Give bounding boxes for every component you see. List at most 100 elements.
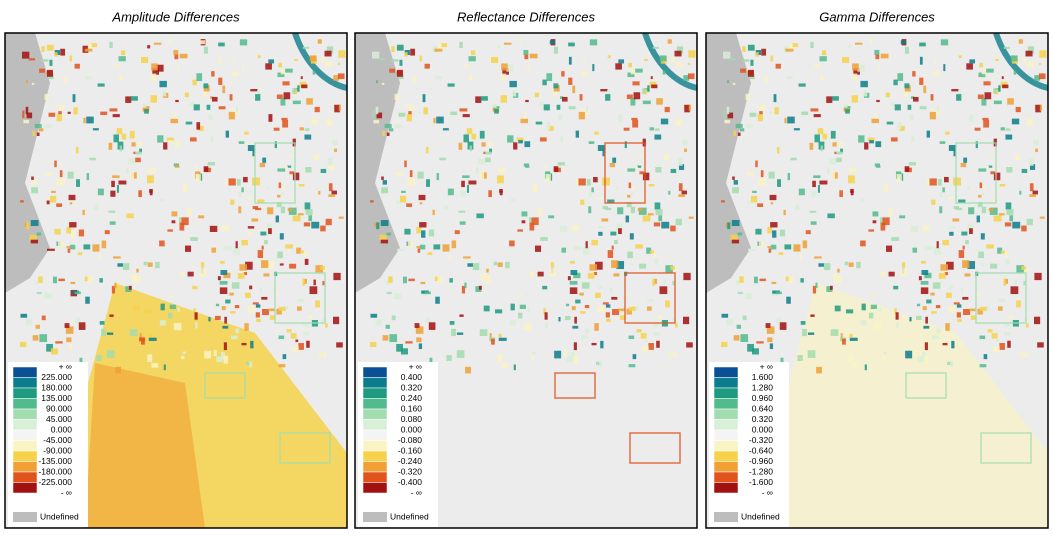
change-patch	[737, 232, 743, 236]
change-patch	[736, 324, 741, 329]
change-patch	[826, 286, 833, 292]
change-patch	[628, 335, 635, 340]
change-patch	[899, 125, 905, 131]
change-patch	[500, 73, 507, 81]
change-patch	[756, 103, 759, 108]
change-patch	[229, 107, 233, 111]
change-patch	[882, 217, 890, 226]
change-patch	[745, 293, 753, 300]
change-patch	[39, 68, 45, 73]
change-patch	[472, 263, 480, 271]
change-patch	[964, 273, 971, 277]
change-patch	[656, 340, 660, 348]
change-patch	[919, 42, 926, 47]
change-patch	[663, 279, 666, 286]
change-patch	[589, 264, 597, 271]
legend-swatch	[713, 429, 739, 441]
change-patch	[427, 252, 433, 256]
legend-swatch	[713, 419, 739, 431]
legend-swatch	[713, 440, 739, 452]
change-patch	[195, 174, 201, 182]
change-patch	[423, 107, 428, 115]
change-patch	[987, 165, 993, 168]
change-patch	[635, 244, 643, 249]
legend-swatch	[12, 482, 38, 494]
change-patch	[893, 79, 898, 86]
change-patch	[843, 103, 848, 108]
change-patch	[956, 312, 961, 318]
change-patch	[727, 112, 734, 119]
change-patch	[413, 76, 417, 83]
change-patch	[288, 207, 297, 215]
change-patch	[310, 118, 319, 125]
change-patch	[612, 157, 617, 163]
change-patch	[1004, 222, 1012, 227]
change-patch	[394, 93, 400, 101]
change-patch	[988, 208, 994, 212]
change-patch	[234, 305, 240, 309]
change-patch	[958, 55, 962, 59]
legend-label: 45.000	[46, 414, 72, 424]
river	[642, 33, 697, 91]
change-patch	[864, 142, 869, 150]
change-patch	[54, 228, 61, 235]
change-patch	[676, 46, 684, 54]
legend-swatch	[362, 387, 388, 399]
difference-zone	[781, 283, 1048, 528]
change-patch	[900, 269, 908, 277]
change-patch	[611, 245, 614, 250]
building-outline	[254, 142, 296, 204]
legend-label: 0.400	[401, 372, 423, 382]
change-patch	[118, 74, 123, 80]
change-patch	[647, 213, 654, 216]
change-patch	[635, 68, 643, 73]
change-patch	[607, 55, 611, 59]
change-patch	[987, 329, 993, 333]
legend-label: 0.080	[401, 414, 423, 424]
change-patch	[857, 64, 865, 72]
change-patch	[999, 183, 1006, 187]
change-patch	[175, 99, 179, 103]
change-patch	[376, 112, 383, 119]
change-patch	[860, 240, 866, 247]
change-patch	[370, 313, 378, 318]
change-patch	[1006, 167, 1013, 173]
legend-swatch-undefined	[13, 512, 37, 522]
change-patch	[923, 325, 930, 329]
legend-label: -180.000	[38, 466, 72, 476]
change-patch	[876, 99, 880, 103]
change-patch	[285, 68, 293, 73]
change-patch	[951, 89, 960, 92]
change-patch	[678, 164, 685, 170]
change-patch	[67, 111, 71, 114]
change-patch	[40, 59, 49, 62]
change-patch	[148, 333, 152, 338]
change-patch	[636, 165, 642, 168]
change-patch	[451, 328, 457, 337]
change-patch	[66, 337, 72, 343]
change-patch	[642, 88, 646, 94]
change-patch	[810, 108, 819, 112]
change-patch	[962, 260, 970, 268]
change-patch	[26, 112, 33, 119]
legend-label: 0.000	[401, 424, 423, 434]
change-patch	[510, 303, 515, 311]
change-patch	[22, 110, 25, 119]
change-patch	[723, 110, 726, 119]
change-patch	[470, 50, 476, 56]
change-patch	[986, 68, 994, 73]
change-patch	[920, 280, 929, 285]
change-patch	[304, 278, 307, 284]
change-patch	[932, 71, 940, 76]
change-patch	[435, 296, 440, 304]
change-patch	[771, 281, 777, 285]
change-patch	[572, 325, 579, 329]
change-patch	[208, 316, 211, 322]
change-patch	[938, 273, 946, 279]
change-patch	[75, 147, 79, 154]
change-patch	[302, 322, 310, 327]
change-patch	[982, 192, 985, 196]
change-patch	[73, 107, 78, 115]
legend-label: -1.600	[749, 477, 773, 487]
